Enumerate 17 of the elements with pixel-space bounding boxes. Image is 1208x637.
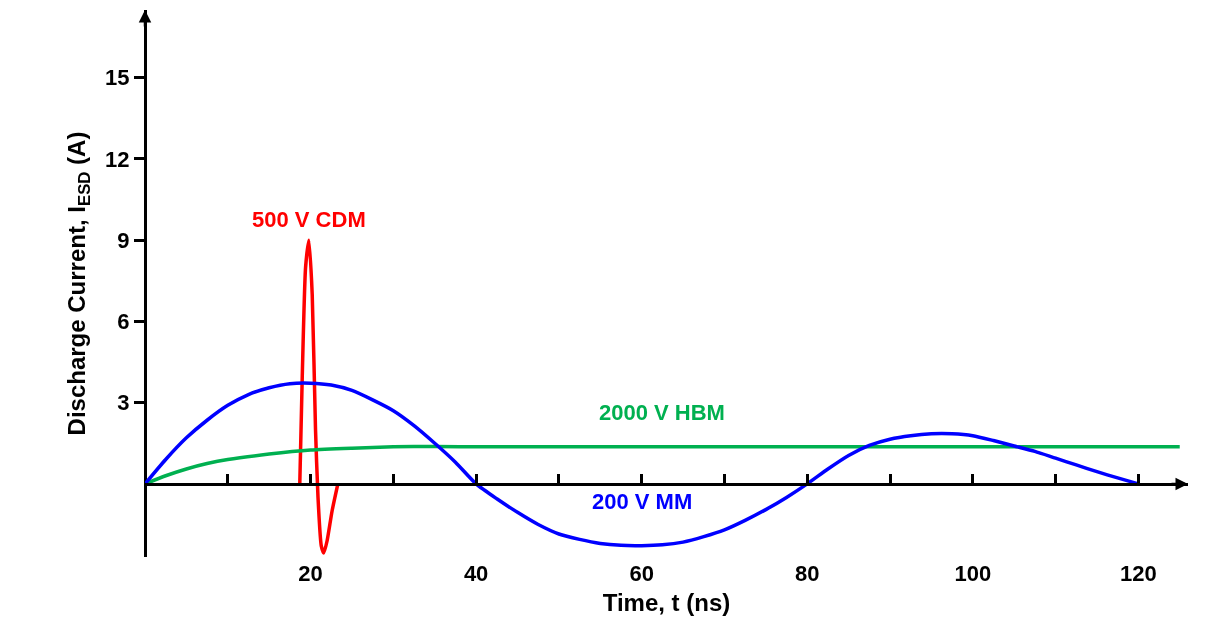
series-label: 500 V CDM — [252, 207, 366, 232]
x-tick-label: 100 — [954, 561, 992, 587]
x-tick-label: 120 — [1119, 561, 1157, 587]
y-tick-label: 6 — [117, 309, 130, 335]
x-axis-title: Time, t (ns) — [602, 588, 731, 616]
series-label: 200 V MM — [592, 489, 693, 514]
line-series — [145, 444, 1182, 486]
y-tick-label: 9 — [117, 227, 130, 253]
x-tick-label: 40 — [463, 561, 489, 587]
x-tick-label: 20 — [298, 561, 323, 587]
x-tick-label: 60 — [629, 561, 654, 587]
y-tick-label: 3 — [117, 390, 130, 416]
series-label: 2000 V HBM — [599, 400, 725, 425]
line-series — [298, 238, 340, 555]
y-tick-label: 12 — [105, 146, 130, 172]
y-tick-label: 15 — [105, 65, 130, 91]
x-tick-label: 80 — [794, 561, 820, 587]
